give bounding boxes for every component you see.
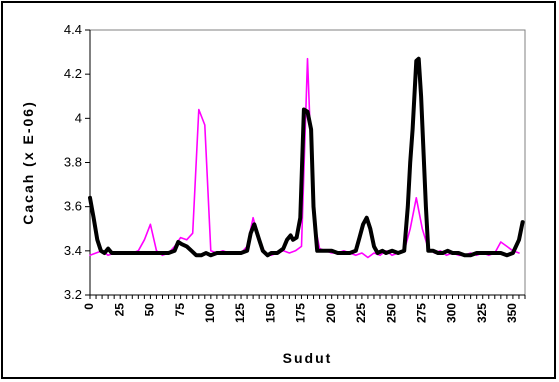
x-tick-label: 275	[414, 303, 428, 323]
y-tick-label: 4	[75, 110, 82, 125]
y-tick-label: 3.6	[64, 199, 82, 214]
y-tick-label: 3.2	[64, 287, 82, 302]
y-axis-ticks: 3.2 3.4 3.6 3.8 4 4.2 4.4	[64, 22, 90, 302]
x-tick-label: 0	[82, 303, 96, 310]
y-axis-title: Cacah (x E-06)	[20, 100, 36, 224]
x-axis-title: Sudut	[283, 350, 333, 366]
x-axis-ticks: 0 25 50 75 100 125 150 175 200 225 250 275 300 325 350	[82, 295, 526, 323]
x-tick-label: 150	[263, 303, 277, 323]
series-layer	[88, 56, 525, 259]
y-tick-label: 4.2	[64, 66, 82, 81]
y-tick-label: 4.4	[64, 22, 82, 37]
x-tick-label: 250	[384, 303, 398, 323]
x-tick-label: 25	[112, 303, 126, 317]
y-tick-label: 3.8	[64, 155, 82, 170]
x-tick-label: 300	[445, 303, 459, 323]
series-line-2	[88, 56, 525, 258]
x-tick-label: 200	[324, 303, 338, 323]
x-tick-label: 125	[233, 303, 247, 323]
x-tick-label: 325	[475, 303, 489, 323]
x-tick-label: 50	[143, 303, 157, 317]
x-tick-label: 75	[173, 303, 187, 317]
x-tick-label: 100	[203, 303, 217, 323]
x-tick-label: 350	[505, 303, 519, 323]
x-tick-label: 225	[354, 303, 368, 323]
y-tick-label: 3.4	[64, 243, 82, 258]
x-tick-label: 175	[294, 303, 308, 323]
